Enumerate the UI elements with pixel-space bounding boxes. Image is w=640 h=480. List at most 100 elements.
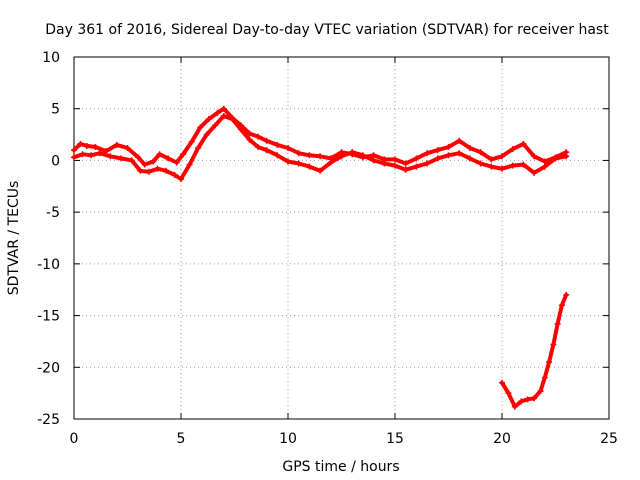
data-point	[445, 152, 452, 159]
data-point	[77, 140, 84, 147]
data-point	[71, 147, 77, 154]
data-point	[197, 124, 204, 131]
data-point	[124, 145, 131, 152]
x-tick-label: 20	[493, 431, 511, 447]
x-tick-label: 25	[600, 431, 618, 447]
data-point	[499, 165, 505, 172]
data-point	[113, 141, 120, 148]
data-point	[317, 153, 324, 160]
data-point	[402, 166, 409, 173]
data-point	[338, 153, 345, 160]
y-tick-label: -15	[37, 309, 60, 325]
data-point	[424, 150, 431, 157]
data-point	[520, 140, 527, 147]
data-point	[466, 145, 473, 152]
data-point	[274, 152, 281, 159]
data-point	[381, 160, 388, 167]
data-point	[392, 156, 398, 163]
x-axis-ticks: 0 5 10 15 20 25	[70, 57, 618, 447]
data-point	[541, 163, 548, 170]
y-tick-label: 0	[51, 153, 60, 169]
data-point	[295, 150, 302, 157]
data-point	[145, 168, 152, 175]
data-point	[531, 153, 538, 160]
data-point	[392, 162, 398, 169]
x-axis-label: GPS time / hours	[282, 459, 399, 475]
data-point	[550, 341, 557, 348]
data-point	[518, 398, 525, 405]
x-tick-label: 5	[177, 431, 186, 447]
data-point	[499, 153, 505, 160]
data-point	[186, 161, 193, 168]
data-point	[154, 165, 161, 172]
data-point	[456, 137, 463, 144]
y-tick-label: -5	[46, 205, 60, 221]
data-point	[212, 122, 219, 129]
data-point	[88, 152, 95, 159]
data-point	[505, 390, 512, 397]
data-point	[274, 141, 281, 148]
data-point	[237, 126, 244, 133]
data-point	[118, 155, 125, 162]
data-point	[537, 388, 544, 395]
data-point	[445, 143, 452, 150]
series-line	[500, 292, 569, 409]
chart-title: Day 361 of 2016, Sidereal Day-to-day VTE…	[45, 22, 609, 38]
data-point	[413, 163, 420, 170]
data-point	[246, 136, 253, 143]
data-point	[173, 159, 180, 166]
data-point	[188, 138, 195, 145]
data-point	[531, 395, 538, 402]
y-tick-label: 10	[42, 50, 60, 66]
grid-lines	[74, 57, 609, 419]
data-point	[107, 153, 114, 160]
y-axis-ticks: 10 5 0 -5 -10 -15 -20 -25	[37, 50, 609, 428]
data-point	[205, 116, 212, 123]
y-tick-label: -10	[37, 257, 60, 273]
y-tick-label: -25	[37, 412, 60, 428]
data-point	[370, 157, 377, 164]
data-point	[214, 109, 221, 116]
x-tick-label: 0	[70, 431, 79, 447]
data-point	[466, 155, 473, 162]
data-point	[477, 149, 484, 156]
series-track-a	[71, 105, 570, 168]
data-point	[135, 154, 142, 161]
y-tick-label: 5	[51, 102, 60, 118]
data-point	[306, 152, 313, 159]
data-point	[509, 146, 516, 153]
data-point	[71, 154, 77, 161]
data-point	[349, 149, 356, 156]
data-point	[424, 160, 431, 167]
x-tick-label: 15	[386, 431, 404, 447]
data-point	[413, 155, 420, 162]
data-point	[546, 359, 553, 366]
series-track-b	[71, 112, 570, 183]
data-point	[163, 167, 170, 174]
data-point	[171, 171, 178, 178]
y-axis-label: SDTVAR / TECUs	[6, 181, 22, 296]
data-point	[520, 161, 527, 168]
data-point	[178, 176, 184, 183]
data-point	[180, 151, 187, 158]
data-point	[531, 169, 538, 176]
data-point	[456, 150, 463, 157]
data-point	[359, 152, 366, 159]
data-point	[285, 158, 291, 165]
series-track-c	[499, 291, 570, 410]
data-point	[229, 116, 236, 123]
data-point	[434, 155, 441, 162]
data-point	[541, 158, 548, 165]
data-point	[195, 145, 202, 152]
data-point	[246, 130, 253, 137]
data-point	[402, 160, 409, 167]
y-tick-label: -20	[37, 360, 60, 376]
data-point	[499, 379, 505, 386]
series-line	[72, 106, 569, 167]
data-point	[255, 133, 262, 140]
data-point	[563, 153, 570, 160]
data-point	[128, 157, 135, 164]
data-point	[488, 156, 495, 163]
data-point	[92, 143, 99, 150]
